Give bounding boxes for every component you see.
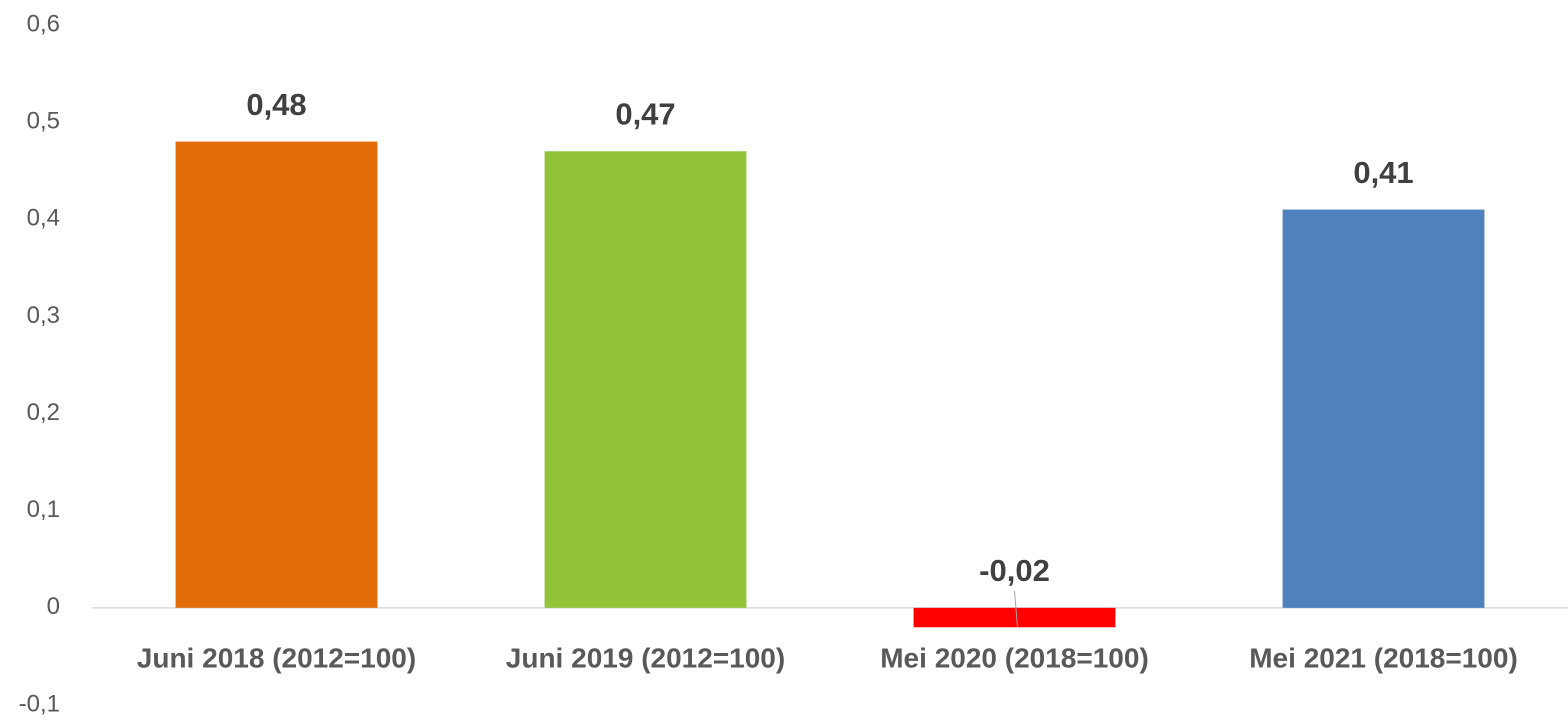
y-tick-label: 0,3: [27, 302, 60, 329]
x-tick-label: Juni 2018 (2012=100): [137, 642, 416, 673]
x-tick-label: Juni 2019 (2012=100): [506, 642, 785, 673]
y-tick-label: 0,5: [27, 107, 60, 134]
leader-line: [1014, 590, 1018, 628]
bar: [544, 151, 747, 608]
value-label: 0,41: [1353, 155, 1413, 190]
x-tick-label: Mei 2021 (2018=100): [1249, 642, 1518, 673]
bar: [175, 141, 378, 608]
value-label: 0,47: [615, 96, 675, 131]
x-tick-label: Mei 2020 (2018=100): [880, 642, 1149, 673]
y-tick-label: 0,6: [27, 10, 60, 37]
value-label: 0,48: [246, 87, 306, 122]
y-tick-label: 0,4: [27, 205, 60, 232]
y-tick-label: 0,1: [27, 496, 60, 523]
y-tick-label: 0,2: [27, 399, 60, 426]
value-label: -0,02: [979, 553, 1050, 588]
y-tick-label: 0: [47, 593, 60, 620]
y-tick-label: -0,1: [19, 690, 60, 717]
bar: [913, 607, 1116, 628]
bar: [1282, 209, 1485, 608]
